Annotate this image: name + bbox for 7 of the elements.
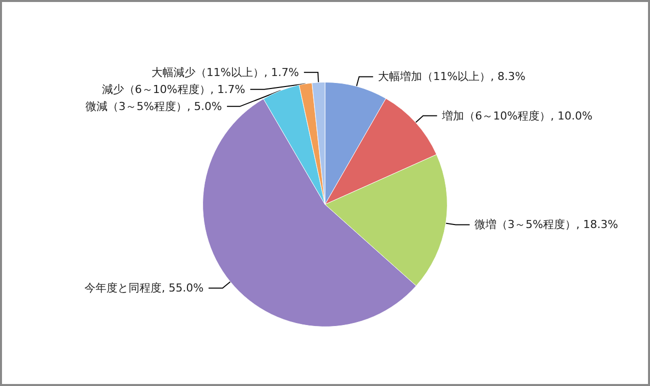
- slice-label: 減少（6～10%程度）, 1.7%: [102, 82, 246, 96]
- slice-label: 微増（3～5%程度）, 18.3%: [474, 218, 618, 232]
- slice-label: 微減（3～5%程度）, 5.0%: [86, 100, 222, 113]
- slice-label: 今年度と同程度, 55.0%: [84, 282, 204, 295]
- slice-label: 増加（6～10%程度）, 10.0%: [441, 109, 592, 122]
- slice-label: 大幅減少（11%以上）, 1.7%: [152, 66, 299, 79]
- slice-label: 大幅増加（11%以上）, 8.3%: [378, 70, 526, 84]
